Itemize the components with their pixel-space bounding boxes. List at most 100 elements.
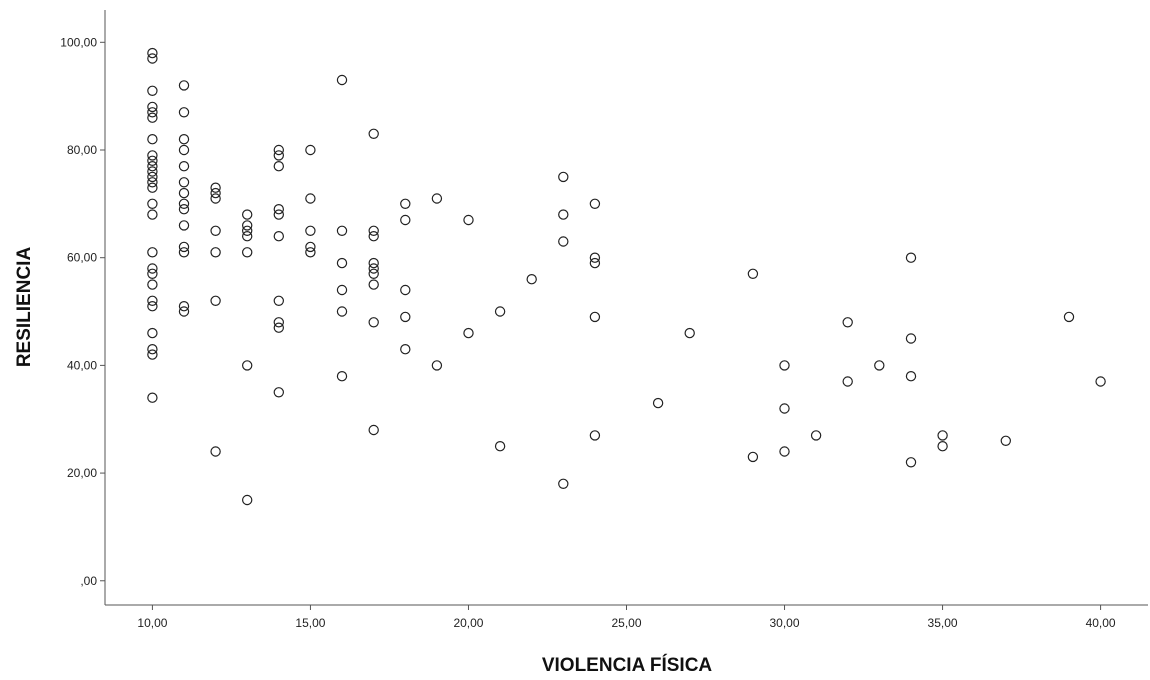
data-point — [210, 295, 221, 306]
x-tick-label: 40,00 — [1086, 616, 1116, 630]
data-point — [147, 53, 158, 64]
y-axis-title: RESILIENCIA — [14, 247, 35, 368]
data-point — [147, 160, 158, 172]
data-point — [147, 349, 158, 360]
x-tick-label: 30,00 — [770, 616, 800, 630]
data-point — [147, 247, 158, 258]
data-point — [178, 203, 190, 215]
data-point — [368, 257, 379, 269]
data-point — [842, 317, 853, 328]
data-point — [210, 182, 221, 193]
data-point — [273, 144, 284, 156]
data-point — [178, 144, 190, 156]
data-point — [147, 327, 158, 339]
data-point — [463, 327, 474, 339]
data-point — [558, 209, 569, 220]
data-point — [178, 247, 190, 258]
data-point — [400, 311, 411, 323]
data-point — [336, 225, 348, 236]
data-point — [273, 230, 284, 242]
data-point — [1063, 311, 1075, 323]
data-point — [147, 155, 158, 166]
data-point — [273, 295, 284, 306]
data-point — [589, 257, 601, 269]
data-point — [558, 236, 569, 247]
data-point — [147, 107, 158, 118]
data-point — [210, 247, 221, 258]
data-point — [842, 376, 853, 387]
data-point — [779, 403, 790, 414]
data-point — [905, 333, 917, 344]
data-point — [147, 166, 158, 177]
data-point — [400, 214, 411, 226]
data-point — [273, 203, 284, 215]
data-point — [589, 430, 601, 441]
data-point — [336, 284, 348, 296]
data-point — [178, 220, 190, 231]
data-point — [431, 193, 443, 204]
data-point — [368, 268, 379, 279]
data-point — [400, 198, 411, 209]
data-point — [241, 220, 253, 231]
data-point — [747, 268, 759, 279]
data-point — [684, 327, 695, 339]
data-point — [147, 47, 158, 59]
data-point — [810, 430, 822, 441]
data-point — [368, 128, 379, 139]
x-tick-label: 15,00 — [295, 616, 325, 630]
data-point — [241, 225, 253, 236]
data-point — [241, 209, 253, 220]
data-point — [273, 387, 284, 398]
data-point — [273, 322, 284, 333]
data-point — [178, 241, 190, 253]
data-point — [905, 457, 917, 468]
data-point — [494, 306, 506, 317]
data-point — [178, 160, 190, 172]
y-tick-label: 60,00 — [67, 251, 97, 265]
y-tick-label: ,00 — [80, 574, 97, 588]
data-point — [368, 424, 379, 436]
data-point — [147, 344, 158, 355]
data-point — [305, 247, 316, 258]
data-point — [526, 274, 537, 285]
data-point — [147, 101, 158, 113]
y-tick-label: 40,00 — [67, 358, 97, 372]
y-tick-label: 100,00 — [60, 35, 97, 49]
data-point — [178, 133, 190, 145]
data-point — [178, 187, 190, 199]
data-point — [494, 441, 506, 452]
data-point — [1000, 435, 1012, 446]
data-point — [589, 252, 601, 263]
data-point — [147, 85, 158, 97]
data-point — [147, 133, 158, 145]
data-point — [241, 360, 253, 371]
data-point — [463, 214, 474, 226]
data-point — [589, 311, 601, 323]
data-point — [241, 247, 253, 258]
data-point — [400, 284, 411, 296]
data-point — [178, 301, 190, 312]
data-point — [147, 198, 158, 209]
data-point — [589, 198, 601, 209]
data-point — [178, 80, 190, 91]
data-point — [368, 225, 379, 236]
data-point — [368, 263, 379, 274]
data-point — [937, 441, 948, 452]
data-point — [147, 263, 158, 274]
data-point — [905, 252, 917, 263]
data-point — [147, 279, 158, 290]
data-point — [558, 478, 569, 489]
data-point — [874, 360, 885, 371]
data-point — [905, 371, 917, 382]
data-point — [147, 301, 158, 312]
data-point — [241, 494, 253, 506]
data-point — [937, 430, 948, 441]
data-point — [368, 317, 379, 328]
y-axis-ticks: ,00 20,00 40,00 60,00 80,00 100,00 — [60, 35, 105, 588]
data-point — [147, 112, 158, 123]
data-point — [368, 279, 379, 290]
data-point — [147, 268, 158, 279]
data-point — [210, 225, 221, 236]
data-point — [178, 306, 190, 317]
